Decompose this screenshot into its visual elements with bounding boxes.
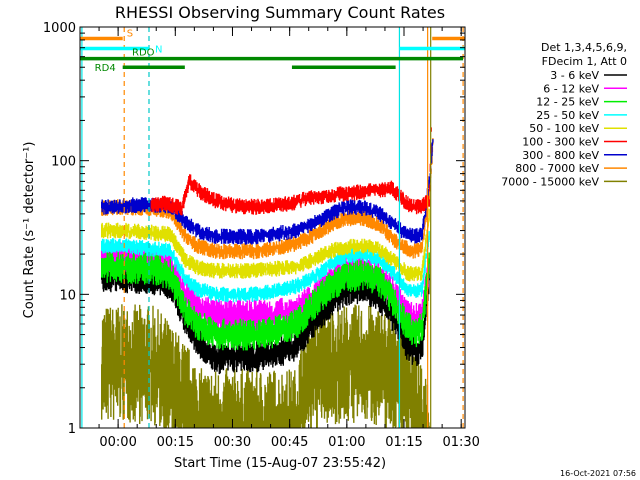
legend-label: 3 - 6 keV <box>550 69 599 82</box>
x-tick-label: 00:15 <box>157 435 194 450</box>
legend-header-line-2: FDecim 1, Att 0 <box>542 55 627 68</box>
legend-label: 100 - 300 keV <box>522 136 599 149</box>
legend-label: 25 - 50 keV <box>536 109 599 122</box>
annotation-label-n: N <box>155 45 162 56</box>
annotation-label-rd4: RD4 <box>95 63 116 74</box>
x-tick-label: 01:30 <box>442 435 479 450</box>
x-axis-label: Start Time (15-Aug-07 23:55:42) <box>174 456 386 471</box>
data-series-layer <box>101 127 434 428</box>
x-tick-label: 01:15 <box>385 435 422 450</box>
legend-header-line-1: Det 1,3,4,5,6,9, <box>541 41 627 54</box>
plot-frame-border <box>79 26 466 429</box>
series-trace <box>101 208 430 282</box>
series-100-300-kev <box>150 127 432 216</box>
x-tick-label: 00:00 <box>99 435 136 450</box>
series-trace <box>101 251 430 351</box>
series-50-100-kev <box>101 208 430 282</box>
annotation-layer <box>80 27 465 428</box>
series-25-50-kev <box>101 231 430 303</box>
annotation-label-rdo: RDO <box>132 48 155 59</box>
series-7000-15000-kev <box>101 304 430 428</box>
chart-title: RHESSI Observing Summary Count Rates <box>115 3 445 22</box>
series-trace <box>101 231 430 303</box>
y-tick-label: 10 <box>59 288 76 303</box>
legend-label: 6 - 12 keV <box>543 82 599 95</box>
legend-label: 50 - 100 keV <box>529 122 599 135</box>
series-trace <box>101 304 430 428</box>
y-tick-label: 100 <box>51 155 76 170</box>
y-tick-label: 1 <box>68 422 76 437</box>
legend-label: 800 - 7000 keV <box>515 162 599 175</box>
generation-timestamp: 16-Oct-2021 07:56 <box>560 469 636 478</box>
y-tick-label: 1000 <box>43 21 76 36</box>
x-tick-label: 00:45 <box>271 435 308 450</box>
legend: Det 1,3,4,5,6,9, FDecim 1, Att 0 3 - 6 k… <box>501 41 627 188</box>
legend-label: 7000 - 15000 keV <box>501 175 599 188</box>
legend-label: 12 - 25 keV <box>536 96 599 109</box>
legend-label: 300 - 800 keV <box>522 149 599 162</box>
annotation-label-s: S <box>127 29 133 40</box>
x-tick-label: 01:00 <box>328 435 365 450</box>
series-trace <box>150 127 432 216</box>
y-axis-label: Count Rate (s⁻¹ detector⁻¹) <box>22 142 37 319</box>
axes: 1 10 100 1000 00:00 00:15 00:30 00:45 01:00 01:15… <box>43 21 480 450</box>
series-12-25-kev <box>101 251 430 351</box>
x-tick-label: 00:30 <box>214 435 251 450</box>
